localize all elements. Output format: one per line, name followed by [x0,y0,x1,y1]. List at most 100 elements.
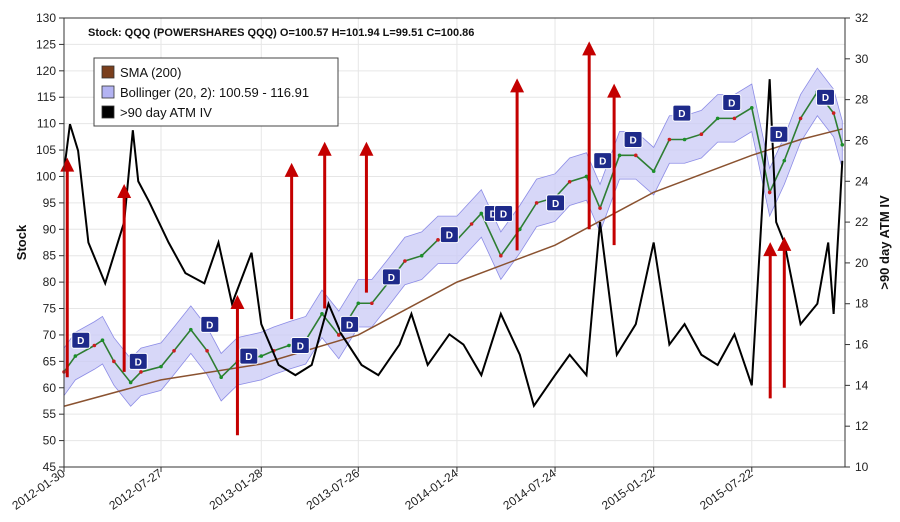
signal-arrow-head [317,141,332,156]
price-point [584,174,589,179]
price-point [259,354,264,358]
signal-marker-label: D [77,336,84,347]
signal-marker-box [340,315,360,333]
price-point [189,327,193,332]
left-tick-label: 110 [37,117,56,131]
right-axis-title: >90 day ATM IV [877,195,892,290]
left-tick-label: 55 [43,407,57,421]
left-tick-label: 105 [36,143,56,157]
signal-arrow [510,78,525,251]
signal-marker-label: D [490,209,497,220]
signal-marker-box [200,315,220,333]
signal-arrow-head [230,294,245,309]
signal-marker: D [71,331,91,349]
chart-title: Stock: QQQ (POWERSHARES QQQ) O=100.57 H=… [88,27,474,39]
signal-marker-label: D [135,357,142,368]
left-tick-label: 130 [36,11,56,25]
right-tick-label: 26 [855,133,869,147]
price-point [139,370,143,374]
left-y-axis: 45 50 55 60 65 70 75 80 85 90 95 100 105 110 115 120 125… [36,11,64,474]
signal-marker-label: D [245,352,252,363]
price-point [336,333,341,337]
signal-arrow [607,83,622,246]
price-point [219,375,223,380]
price-point [112,359,116,364]
legend-label: Bollinger (20, 2): 100.59 - 116.91 [120,85,309,100]
signal-marker: D [593,152,613,170]
signal-marker: D [815,88,835,106]
left-tick-label: 120 [36,64,56,78]
price-point [469,222,474,226]
signal-marker-label: D [599,157,606,168]
signal-arrow [359,141,374,293]
signal-marker-label: D [206,320,213,331]
signal-marker-box [381,268,401,286]
signal-marker-label: D [446,231,453,242]
signal-marker-box [722,94,742,112]
signal-arrow-head [510,78,525,93]
right-tick-label: 20 [855,256,869,270]
signal-marker-box [623,130,643,148]
signal-arrow-head [607,83,622,98]
right-tick-label: 14 [855,378,869,392]
x-tick-label: 2013-07-26 [304,466,363,513]
signal-arrow-head [117,184,132,199]
left-tick-label: 85 [43,249,57,263]
x-tick-label: 2014-01-24 [402,466,461,513]
right-tick-label: 30 [855,52,869,66]
signal-marker-label: D [822,93,829,104]
signal-marker-label: D [297,342,304,353]
price-point [767,190,772,195]
signal-marker-label: D [629,135,636,146]
signal-marker-box [239,347,259,365]
x-tick-label: 2014-07-24 [500,466,559,513]
left-tick-label: 125 [36,37,56,51]
signal-marker-box [71,331,91,349]
legend-item: Bollinger (20, 2): 100.59 - 116.91 [101,85,309,100]
signal-marker: D [722,94,742,112]
signal-marker: D [439,226,459,244]
left-tick-label: 65 [43,354,57,368]
legend-swatch [101,85,115,99]
plot-frame [63,17,846,468]
price-point [287,343,291,348]
price-point [667,137,672,142]
signal-arrow-head [582,41,597,56]
price-point [370,301,374,306]
signal-arrow-head [777,236,792,251]
signal-arrow [284,162,299,320]
signal-marker-box [128,352,148,370]
left-tick-label: 60 [43,381,57,395]
iv-line [63,79,844,409]
right-tick-label: 24 [855,174,869,188]
signal-marker-label: D [500,209,507,220]
signal-marker-label: D [552,199,559,210]
signal-arrow [230,294,245,436]
signal-marker-box [290,337,310,355]
signal-arrow [763,242,778,399]
price-point [782,158,787,163]
legend-item: >90 day ATM IV [101,105,212,120]
right-tick-label: 10 [855,460,869,474]
x-tick-label: 2013-01-28 [207,466,266,513]
left-axis-title: Stock [14,224,29,260]
left-tick-label: 45 [43,460,57,474]
x-tick-label: 2012-01-30 [9,466,68,513]
signal-arrow [582,41,597,230]
left-tick-label: 50 [43,434,57,448]
price-point [479,211,484,216]
price-point [128,380,133,385]
signal-marker-box [815,88,835,106]
signal-marker-box [769,125,789,143]
left-tick-label: 75 [43,302,57,316]
right-tick-label: 28 [855,93,869,107]
x-tick-label: 2012-07-27 [106,466,165,513]
left-tick-label: 70 [43,328,57,342]
signal-marker-label: D [388,273,395,284]
signal-marker-label: D [728,99,735,110]
right-tick-label: 16 [855,338,869,352]
signal-marker: D [623,130,643,148]
legend-swatch [101,105,115,119]
signal-marker-label: D [346,320,353,331]
